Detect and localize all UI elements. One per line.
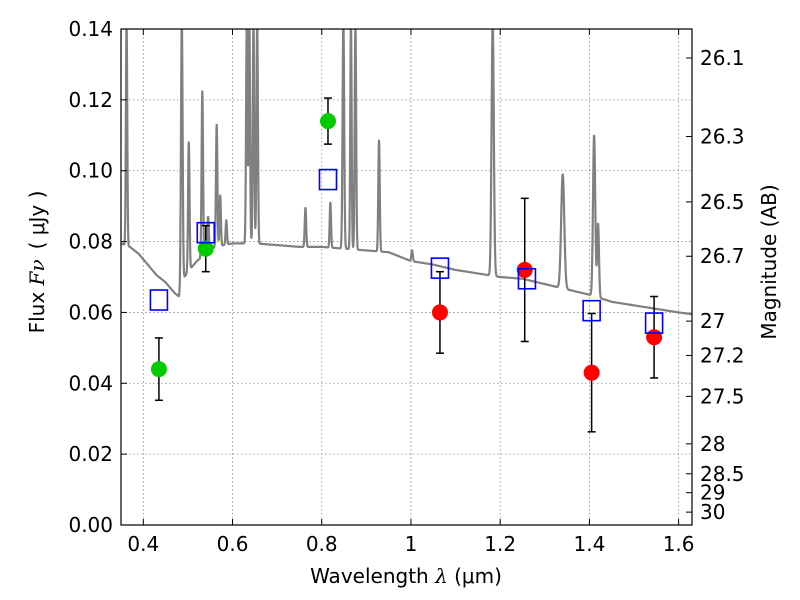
y-axis-title-unit: ( μJy ) bbox=[25, 191, 49, 250]
plot-background bbox=[121, 29, 692, 525]
observed-flux-point bbox=[319, 113, 336, 130]
observed-flux-point bbox=[516, 261, 533, 278]
x-tick-label: 1.6 bbox=[663, 532, 695, 556]
x-tick-label: 0.6 bbox=[217, 532, 249, 556]
x-tick-label: 1.2 bbox=[484, 532, 516, 556]
observed-flux-point bbox=[646, 329, 663, 346]
y-tick-label: 0.00 bbox=[68, 513, 113, 537]
plot-frame bbox=[120, 28, 693, 526]
y2-tick-label: 26.7 bbox=[700, 244, 745, 268]
y2-tick-label: 29 bbox=[700, 481, 725, 505]
y-axis-title-symbol: Fν bbox=[25, 259, 49, 286]
model-photometry-marker bbox=[430, 257, 450, 279]
model-photometry-marker bbox=[582, 299, 601, 322]
y2-tick-label: 28.5 bbox=[700, 462, 745, 486]
x-axis-title-unit: (μm) bbox=[448, 564, 502, 588]
model-photometry-marker bbox=[644, 312, 664, 334]
data-points-layer bbox=[149, 97, 664, 433]
y2-tick-label: 26.3 bbox=[700, 125, 745, 149]
x-axis-title-prefix: Wavelength bbox=[310, 564, 435, 588]
y2-tick-label: 27.2 bbox=[700, 343, 745, 367]
x-tick-label: 1.4 bbox=[573, 532, 605, 556]
x-axis-title: Wavelength λ (μm) bbox=[310, 564, 502, 588]
observed-flux-point bbox=[431, 304, 448, 321]
x-axis-title-symbol: λ bbox=[434, 564, 448, 588]
observed-flux-point bbox=[197, 240, 214, 257]
y-tick-label: 0.14 bbox=[68, 17, 113, 41]
y-tick-label: 0.04 bbox=[68, 371, 113, 395]
grid bbox=[121, 28, 692, 526]
model-spectrum-layer bbox=[121, 29, 692, 316]
x-tick-label: 0.8 bbox=[306, 532, 338, 556]
y2-tick-label: 27.5 bbox=[700, 384, 745, 408]
x-tick-label: 0.4 bbox=[127, 532, 159, 556]
y-tick-label: 0.10 bbox=[68, 159, 113, 183]
y2-tick-label: 27 bbox=[700, 309, 725, 333]
observed-flux-point bbox=[150, 361, 167, 378]
model-photometry-marker bbox=[149, 289, 169, 311]
y-axis-title: Flux Fν ( μJy ) bbox=[25, 191, 49, 334]
observed-flux-point bbox=[583, 364, 600, 381]
y2-tick-label: 26.1 bbox=[700, 46, 745, 70]
model-spectrum-line bbox=[121, 29, 692, 316]
model-photometry-marker bbox=[196, 221, 216, 244]
model-photometry-marker bbox=[318, 168, 338, 191]
axes-layer: 0.4 0.6 0.8 1 1.2 1.4 1.6 0.00 0.02 0.04 0.06 0.08 0… bbox=[68, 17, 744, 556]
y-tick-label: 0.08 bbox=[68, 230, 113, 254]
y-tick-label: 0.12 bbox=[68, 88, 113, 112]
y2-tick-label: 30 bbox=[700, 500, 725, 524]
y2-tick-label: 26.5 bbox=[700, 190, 745, 214]
y2-tick-label: 28 bbox=[700, 432, 725, 456]
y2-axis-title: Magnitude (AB) bbox=[757, 184, 781, 339]
x-tick-label: 1 bbox=[405, 532, 418, 556]
y-tick-label: 0.02 bbox=[68, 442, 113, 466]
model-photometry-marker bbox=[517, 267, 537, 290]
y-tick-label: 0.06 bbox=[68, 300, 113, 324]
y-axis-title-prefix: Flux bbox=[25, 285, 49, 333]
